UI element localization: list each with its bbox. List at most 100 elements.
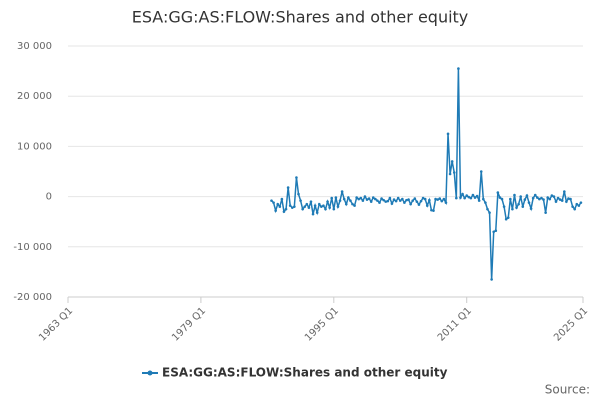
point: [448, 172, 452, 176]
point: [336, 205, 340, 208]
point: [374, 197, 377, 201]
point: [548, 197, 552, 201]
point: [295, 176, 298, 179]
point: [563, 190, 566, 193]
point: [376, 199, 379, 202]
point: [405, 198, 408, 202]
y-tick-label: -20 000: [13, 292, 52, 303]
point: [482, 197, 485, 201]
point: [415, 200, 419, 203]
point: [349, 199, 352, 202]
y-tick-label: 30 000: [17, 41, 52, 52]
point: [552, 195, 556, 198]
point: [297, 192, 300, 196]
point: [531, 196, 535, 200]
point: [344, 202, 348, 206]
y-tick-label: -10 000: [13, 242, 52, 253]
point: [357, 197, 361, 201]
point: [326, 200, 329, 203]
point: [533, 193, 537, 197]
point: [413, 197, 417, 200]
point: [392, 198, 396, 201]
point: [301, 207, 304, 211]
point: [338, 199, 342, 202]
point: [286, 186, 290, 189]
point: [465, 194, 469, 197]
point: [276, 202, 280, 206]
point: [330, 196, 334, 200]
point: [390, 202, 394, 205]
point: [284, 207, 288, 211]
point: [317, 202, 321, 206]
point: [396, 196, 400, 200]
point: [519, 195, 523, 198]
point: [394, 199, 398, 203]
point: [490, 278, 493, 281]
point: [288, 204, 292, 207]
point: [353, 204, 356, 207]
point: [386, 199, 390, 203]
point: [565, 200, 568, 203]
source: Source:: [545, 383, 590, 397]
point: [546, 196, 549, 199]
y-tick-label: 0: [46, 192, 52, 203]
series-line: [270, 68, 582, 280]
point: [440, 199, 444, 203]
point: [382, 198, 385, 202]
legend-marker: [147, 370, 153, 376]
point: [290, 206, 294, 209]
y-tick-label: 10 000: [17, 141, 52, 152]
point: [577, 204, 581, 207]
point: [496, 191, 500, 194]
point: [558, 198, 562, 201]
point: [270, 199, 273, 202]
point: [430, 208, 433, 212]
point: [328, 206, 331, 209]
point: [560, 199, 564, 202]
point: [311, 212, 315, 216]
point: [471, 193, 475, 197]
point: [313, 204, 317, 207]
point: [556, 196, 560, 200]
point: [463, 196, 466, 200]
point: [459, 196, 462, 199]
point: [398, 199, 402, 202]
point: [473, 196, 477, 199]
point: [452, 171, 456, 174]
point: [409, 202, 412, 206]
point: [280, 197, 284, 201]
point: [436, 198, 439, 201]
point: [461, 192, 464, 196]
point: [425, 204, 429, 207]
point: [401, 197, 404, 201]
point: [498, 196, 502, 199]
point: [521, 205, 525, 208]
point: [467, 195, 471, 199]
point: [380, 197, 383, 200]
point: [438, 197, 442, 200]
point: [432, 209, 435, 212]
point: [488, 211, 491, 214]
point: [332, 207, 336, 211]
x-tick-label: 1995 Q1: [303, 305, 341, 343]
point: [365, 198, 369, 201]
point: [322, 204, 325, 207]
point: [299, 199, 302, 202]
point: [479, 170, 483, 173]
point: [542, 198, 545, 201]
point: [417, 203, 421, 206]
point: [384, 200, 388, 203]
point: [523, 198, 527, 201]
point: [340, 190, 344, 193]
point: [469, 196, 473, 200]
legend-label: ESA:GG:AS:FLOW:Shares and other equity: [162, 366, 448, 380]
chart-title: ESA:GG:AS:FLOW:Shares and other equity: [132, 8, 469, 27]
point: [347, 196, 350, 199]
point: [359, 196, 363, 200]
x-tick-label: 2011 Q1: [436, 305, 474, 343]
point: [378, 201, 381, 204]
x-tick-label: 1963 Q1: [37, 305, 75, 343]
point: [367, 197, 371, 200]
point: [575, 202, 579, 206]
point: [278, 205, 282, 208]
